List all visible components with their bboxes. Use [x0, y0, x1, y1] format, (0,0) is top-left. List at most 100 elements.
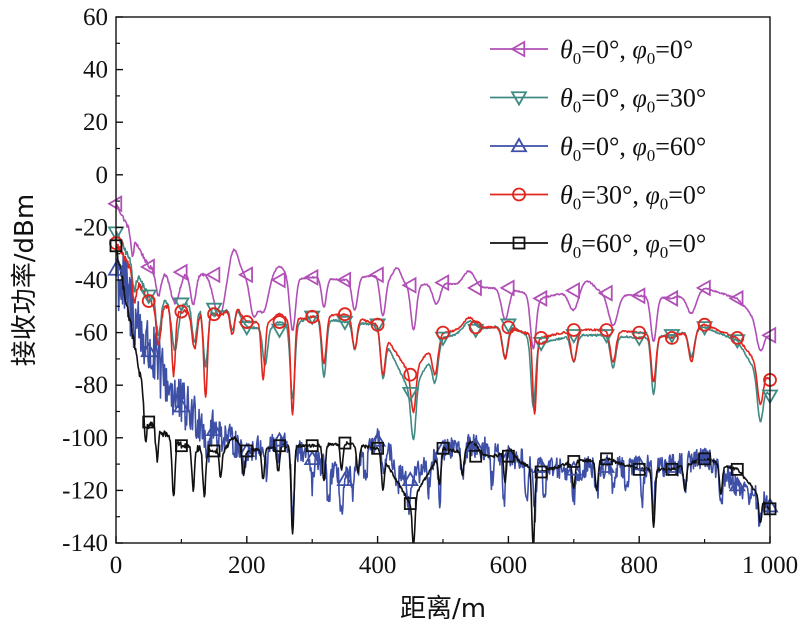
series-4-marker: [436, 325, 450, 340]
series-4-marker: [599, 323, 614, 337]
series-line-4: [116, 240, 770, 416]
axes: 0 200 400 600 800 1 0006040200-20-40-60-80-10…: [10, 4, 798, 624]
series-2-marker: [597, 329, 616, 345]
series-1-marker: [139, 258, 155, 276]
series-4-marker: [468, 320, 483, 335]
series-3-marker: [401, 471, 419, 487]
legend-marker: [512, 187, 526, 202]
legend-p-sub: 0: [647, 146, 656, 165]
series-4-marker: [305, 309, 320, 324]
legend-entry-5: θ0=60°, φ0=0°: [490, 229, 706, 262]
series-3-marker: [728, 476, 746, 492]
y-axis-title: 接收功率/dBm: [10, 194, 40, 366]
series-2-marker: [401, 386, 419, 402]
y-tick-label: -140: [62, 530, 108, 557]
series-line-2: [116, 231, 770, 441]
x-tick-label: 200: [228, 552, 266, 579]
series-2-marker: [696, 321, 714, 337]
series-5-marker: [600, 452, 613, 466]
legend-label: θ0=30°, φ0=0°: [560, 181, 706, 214]
legend-marker: [512, 236, 526, 250]
series-5-marker: [305, 439, 319, 453]
series-2-marker: [499, 318, 517, 334]
series-1-marker: [499, 279, 515, 297]
series-5-marker: [632, 462, 646, 476]
legend-p-val: =0°: [655, 35, 693, 64]
series-3-marker: [205, 421, 223, 437]
series-3-marker: [369, 431, 387, 447]
series-5-marker: [567, 455, 581, 468]
series-4-marker: [665, 330, 679, 345]
x-tick-label: 0: [110, 552, 123, 579]
series-1-marker: [466, 279, 482, 297]
legend-p-sym: φ: [632, 132, 646, 161]
legend-entry-4: θ0=30°, φ0=0°: [490, 181, 706, 214]
legend-p-sym: φ: [645, 229, 659, 258]
series-3-marker: [336, 471, 354, 487]
series-1-marker: [728, 289, 744, 307]
series-2-marker: [270, 323, 289, 339]
series-4-marker: [239, 315, 254, 329]
series-5-marker: [142, 415, 156, 429]
x-tick-label: 800: [620, 552, 658, 579]
series-4-marker: [566, 323, 581, 337]
series-4-marker: [730, 330, 745, 345]
series-3-marker: [663, 457, 681, 473]
series-1-marker: [172, 263, 188, 281]
legend-p-val: =30°: [655, 84, 706, 113]
series-4-marker: [534, 330, 548, 345]
series-1-marker: [270, 271, 286, 289]
legend-p-sub: 0: [647, 98, 656, 117]
legend-entry-1: θ0=0°, φ0=0°: [490, 35, 693, 68]
legend-p-sym: φ: [632, 84, 646, 113]
legend-t-val: =30°,: [581, 181, 645, 210]
y-tick-label: -40: [75, 267, 108, 294]
series-4-marker: [337, 307, 352, 322]
legend-entry-3: θ0=0°, φ0=60°: [490, 132, 706, 165]
series-2-marker: [434, 331, 452, 347]
series-5-marker: [273, 439, 286, 453]
series-5-marker: [501, 449, 515, 463]
series-5-marker: [698, 452, 711, 466]
legend-t-sym: θ: [560, 132, 573, 161]
legend-p-val: =0°: [668, 229, 706, 258]
y-tick-label: -20: [75, 214, 108, 241]
series-5-marker: [240, 444, 254, 458]
series-1-marker: [695, 279, 711, 297]
legend-marker: [510, 137, 528, 153]
legend-t-sym: θ: [560, 84, 573, 113]
x-tick-label: 1 000: [742, 552, 798, 579]
series-1-marker: [630, 287, 646, 305]
x-axis-title: 距离/m: [400, 594, 486, 624]
series-5-marker: [338, 436, 352, 450]
legend-t-sym: θ: [560, 229, 573, 258]
series-5-marker: [371, 441, 385, 455]
series-4-marker: [403, 367, 418, 382]
series-1-marker: [401, 276, 417, 294]
series-1-marker: [107, 195, 123, 213]
series-4-marker: [141, 294, 156, 308]
series-2-marker: [630, 331, 648, 347]
y-tick-label: 60: [83, 4, 108, 31]
y-tick-label: 40: [83, 57, 108, 84]
series-5-marker: [469, 449, 483, 463]
x-tick-label: 600: [490, 552, 528, 579]
legend-p-sub: 0: [660, 243, 669, 262]
legend-t-sub: 0: [573, 243, 582, 262]
series-lines: [116, 202, 770, 543]
legend-p-sym: φ: [632, 35, 646, 64]
series-3-marker: [696, 447, 714, 463]
legend-marker: [510, 91, 528, 107]
series-1-marker: [434, 274, 450, 292]
y-tick-label: 0: [96, 162, 109, 189]
series-5-marker: [207, 444, 221, 458]
series-markers: [107, 195, 779, 516]
series-2-marker: [532, 336, 550, 352]
series-5-marker: [665, 462, 679, 476]
series-1-marker: [368, 266, 384, 284]
legend-label: θ0=60°, φ0=0°: [560, 229, 706, 262]
y-tick-label: -100: [62, 425, 108, 452]
legend-p-sym: φ: [645, 181, 659, 210]
y-tick-label: -60: [75, 320, 108, 347]
